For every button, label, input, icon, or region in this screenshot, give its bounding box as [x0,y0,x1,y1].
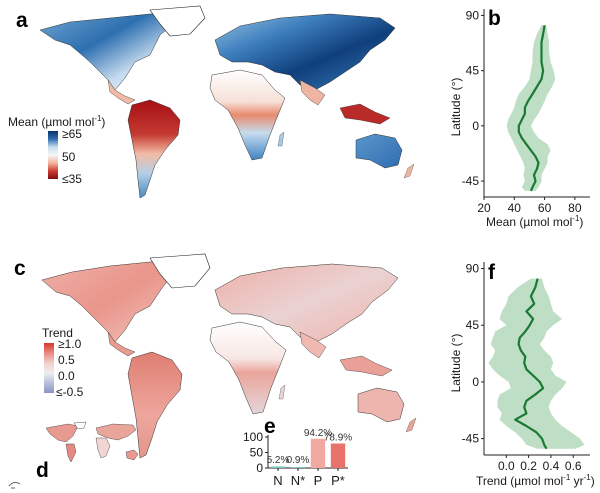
mean-map [39,5,415,199]
map-c-south-america [127,351,183,459]
e-data-label-3: 94.2% [304,428,332,439]
f-confidence-band [488,278,585,449]
map-a-greenland [149,5,206,37]
map-c-australia [357,387,405,423]
map-c-north-america [41,259,177,343]
inset-north-america [45,423,79,443]
map-a-south-america [127,99,181,199]
f-y-tick-label: 45 [466,318,480,332]
e-y-tick-label: 100 [243,430,263,444]
f-y-tick-label: -45 [462,432,480,446]
map-c-south-asia [299,331,327,359]
map-a-australia [355,133,403,169]
b-y-tick-label: -45 [462,174,480,188]
trend-legend-tick-2: 0.5 [58,353,75,367]
mean-legend-tick-mid: 50 [62,150,76,164]
map-c-africa [209,321,287,415]
trend-map [41,253,417,459]
map-c-eurasia [214,263,399,343]
b-series-line [517,25,546,192]
trend-colorbar [44,343,54,393]
map-a-central-america [107,79,136,105]
b-x-tick-label: 40 [508,201,522,215]
inset-eurasia [95,423,137,441]
f-x-tick-label: 0.4 [543,459,560,473]
trend-legend-tick-1: ≥1.0 [58,337,82,351]
f-x-tick-label: 0.2 [520,459,537,473]
map-a-eurasia [214,13,396,91]
f-x-tick-label: 0.0 [498,459,515,473]
e-data-label-4: 78.9% [324,433,352,444]
mean-colorbar [48,131,58,179]
trend-legend-tick-3: 0.0 [58,369,75,383]
panel-letter-d: d [36,459,49,482]
inset-australia [125,449,139,461]
f-ylabel: Latitude (°) [449,333,463,393]
trend-legend-title: Trend [42,326,73,340]
inset-greenland [73,421,87,430]
e-x-tick-label: P* [331,473,345,488]
map-c-indonesia [339,355,393,377]
b-x-tick-label: 80 [568,201,582,215]
map-a-indonesia [339,103,391,125]
inset-map [45,421,139,463]
e-bar-1 [270,466,286,468]
e-bar-4 [330,443,346,468]
e-x-tick-label: N [273,473,282,488]
e-y-tick-label: 0 [256,461,263,475]
e-data-label-2: 0.9% [287,455,310,466]
f-series-line [514,278,548,450]
inset-south-america [65,443,77,463]
map-c-new-zealand [405,417,417,433]
panel-letter-c: c [14,257,26,280]
mean-legend-tick-high: ≥65 [62,127,82,141]
panel-letter-f: f [488,261,495,284]
map-c-madagascar [278,384,286,400]
b-x-tick-label: 60 [538,201,552,215]
e-data-label-1: 5.2% [267,455,290,466]
inset-africa [95,437,111,459]
e-x-tick-label: N* [291,473,305,488]
panel-letter-b: b [488,7,501,30]
map-a-south-asia [299,79,326,106]
f-y-tick-label: 0 [472,375,479,389]
e-bar-3 [310,438,326,468]
corner-mark-icon [8,481,21,489]
b-x-tick-label: 20 [477,201,491,215]
map-a-africa [209,69,286,161]
b-xlabel: Mean (µmol mol-1) [486,214,584,229]
e-bar-2 [290,467,306,468]
b-y-tick-label: 45 [466,64,480,78]
mean-legend-tick-low: ≤35 [62,172,82,186]
panel-letter-e: e [264,415,276,438]
e-y-tick-label: 50 [250,446,264,460]
map-c-central-america [107,331,136,357]
map-a-new-zealand [403,163,415,179]
b-y-tick-label: 0 [472,119,479,133]
panel-letter-a: a [16,9,28,32]
e-x-tick-label: P [314,473,323,488]
f-x-tick-label: 0.6 [565,459,582,473]
map-c-greenland [149,253,211,289]
b-y-tick-label: 90 [466,8,480,22]
trend-legend-tick-4: ≤-0.5 [56,385,84,399]
f-xlabel: Trend (µmol mol-1 yr-1) [476,473,595,488]
map-a-madagascar [277,131,285,147]
map-a-north-america [39,11,179,91]
mean-legend-title: Mean (µmol mol-1) [8,114,106,129]
f-y-tick-label: 90 [466,262,480,276]
